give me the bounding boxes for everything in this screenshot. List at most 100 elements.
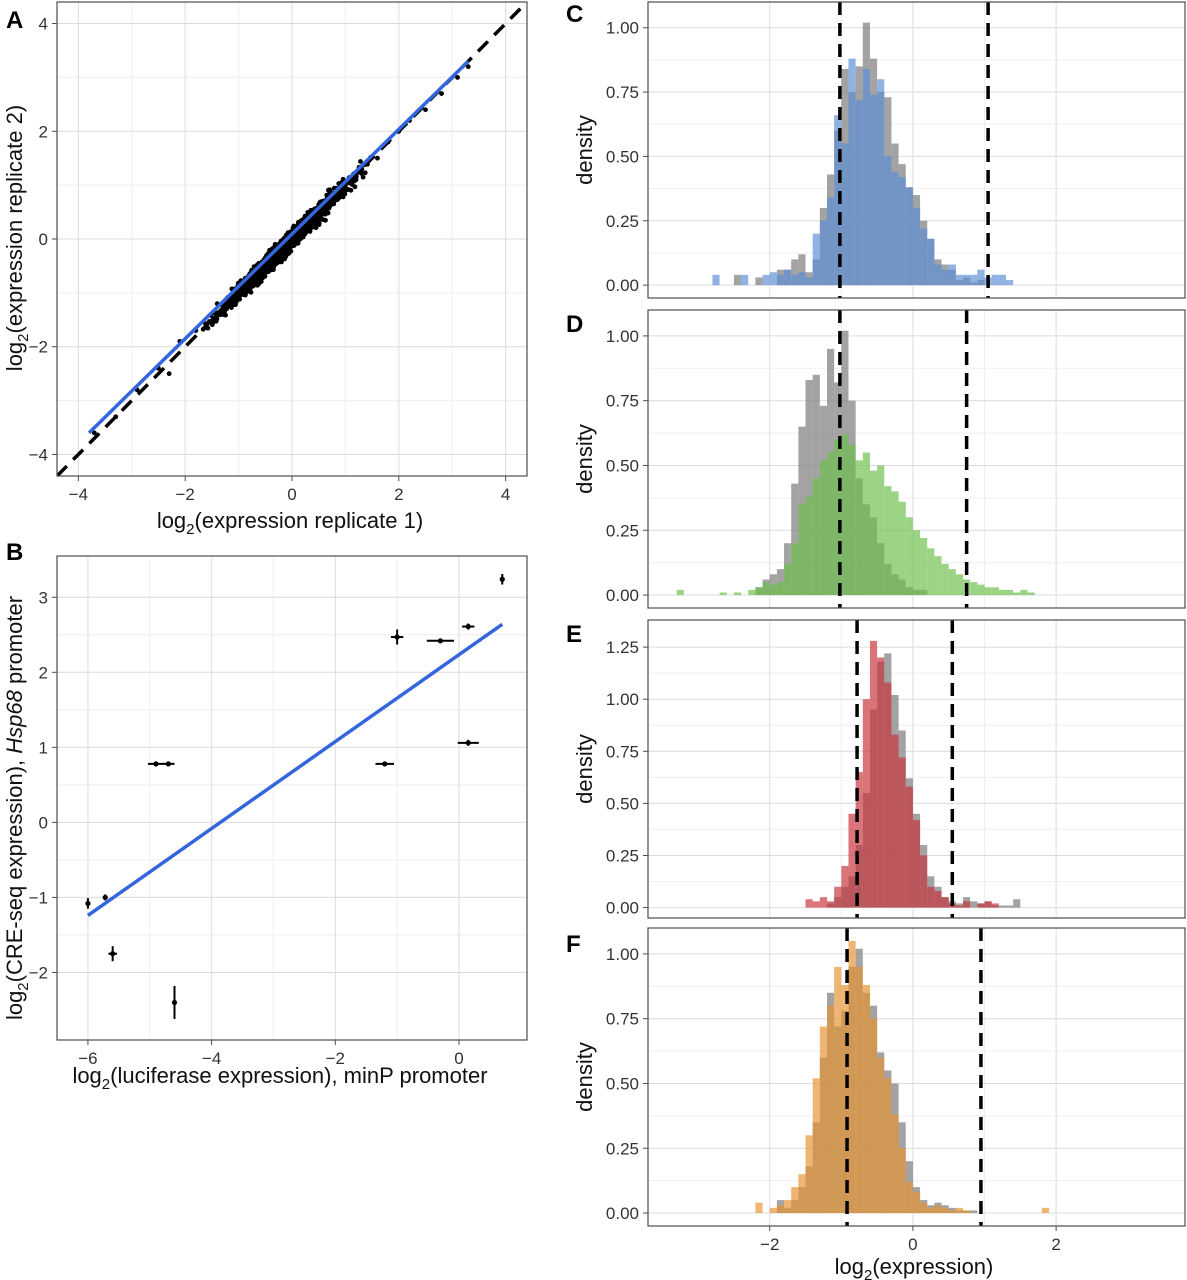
f-bar-grey [970, 1210, 978, 1214]
a-ytick-label: 0 [39, 230, 48, 249]
e-bar-colored [991, 903, 999, 908]
c-bar-colored [869, 94, 878, 286]
b-point [465, 623, 471, 630]
d-bar-colored [812, 478, 820, 596]
f-bar-colored [941, 1207, 949, 1214]
a-point [349, 182, 355, 187]
panel-c-histogram: 0.00 0.25 0.50 0.75 1.00 density [572, 1, 1186, 299]
a-point [292, 236, 298, 242]
a-point [213, 318, 219, 324]
d-bar-colored [948, 569, 956, 596]
c-bar-colored [784, 269, 792, 286]
c-bar-colored [941, 269, 949, 286]
f-bar-colored [955, 1207, 964, 1214]
f-bar-colored [755, 1202, 763, 1214]
a-point [360, 174, 366, 180]
e-bar-grey [970, 901, 978, 908]
a-point [320, 217, 326, 222]
d-bar-colored [748, 589, 756, 596]
panel-label-e: E [566, 621, 582, 648]
c-bar-colored [805, 277, 813, 286]
c-bar-grey [755, 277, 763, 286]
c-bar-grey [733, 274, 742, 286]
f-bar-colored [898, 1148, 906, 1214]
a-point [339, 194, 345, 199]
d-bar-colored [1027, 592, 1035, 596]
d-bar-colored [841, 434, 849, 596]
e-bar-colored [927, 886, 935, 908]
f-bar-colored [869, 1018, 878, 1214]
c-bar-colored [834, 115, 842, 286]
a-ytick-label: 2 [39, 122, 48, 141]
c-bar-colored [927, 238, 935, 286]
e-ytick-label: 0.00 [606, 899, 639, 918]
f-bar-colored [791, 1187, 799, 1214]
c-bar-colored [855, 99, 863, 286]
c-bar-colored [841, 143, 849, 286]
c-bar-colored [920, 228, 928, 286]
b-point [171, 999, 178, 1006]
c-bar-colored [798, 272, 806, 286]
b-point [110, 951, 116, 957]
a-point [270, 267, 276, 273]
f-bar-colored [905, 1181, 913, 1214]
c-bar-colored [977, 269, 985, 286]
a-point [353, 177, 359, 183]
panel-f-histogram: −2 0 2 0.00 0.25 0.50 0.75 1.00 density [572, 927, 1186, 1254]
b-ytick-label: 1 [39, 738, 48, 757]
f-bar-colored [934, 1205, 942, 1214]
f-plot-bg [648, 928, 1185, 1226]
c-bar-colored [776, 274, 785, 286]
d-bar-grey [776, 569, 785, 596]
a-point [223, 312, 228, 318]
b-ytick-label: 0 [39, 813, 48, 832]
e-bar-colored [869, 640, 878, 908]
c-bar-grey [791, 259, 799, 286]
a-xtick-label: 0 [287, 485, 296, 504]
a-fit-line [87, 60, 470, 435]
c-bar-colored [998, 274, 1006, 286]
b-ytick-label: −1 [29, 888, 48, 907]
c-bar-colored [762, 274, 770, 286]
d-bar-colored [719, 592, 727, 596]
c-bar-colored [741, 274, 749, 286]
d-bar-colored [855, 460, 863, 596]
b-xtick-label: −4 [202, 1049, 221, 1068]
b-point [382, 761, 388, 767]
d-bar-grey [805, 379, 813, 596]
d-bar-colored [769, 584, 777, 596]
f-bar-colored [841, 985, 849, 1214]
e-ytick-label: 0.25 [606, 846, 639, 865]
panel-label-d: D [566, 311, 583, 338]
c-bar-colored [970, 274, 978, 286]
d-bar-colored [898, 501, 906, 596]
d-bar-colored [776, 582, 785, 596]
f-bar-colored [891, 1114, 899, 1214]
c-bar-colored [712, 274, 720, 286]
c-bar-colored [877, 79, 885, 286]
d-bar-colored [927, 548, 935, 596]
c-bar-colored [819, 220, 827, 286]
d-bar-colored [884, 486, 892, 596]
a-frame [56, 1, 528, 477]
e-bar-colored [805, 899, 813, 908]
a-point [282, 256, 288, 262]
b-xtick-label: 0 [454, 1049, 463, 1068]
b-point [85, 900, 91, 907]
d-bar-colored [862, 452, 870, 596]
d-bar-colored [762, 582, 770, 596]
f-bar-colored [884, 1078, 892, 1214]
d-bar-colored [891, 491, 899, 596]
panel-f-xlabel: log2(expression) [835, 1254, 994, 1280]
b-plot-bg [57, 556, 527, 1040]
e-bar-colored [934, 890, 942, 908]
a-point [166, 371, 172, 377]
a-point [439, 91, 444, 96]
d-bar-colored [805, 496, 813, 596]
a-point [375, 155, 380, 161]
a-xtick-label: 4 [501, 485, 510, 504]
c-bar-colored [934, 264, 942, 286]
d-bar-colored [905, 517, 913, 596]
e-bar-colored [819, 897, 827, 908]
